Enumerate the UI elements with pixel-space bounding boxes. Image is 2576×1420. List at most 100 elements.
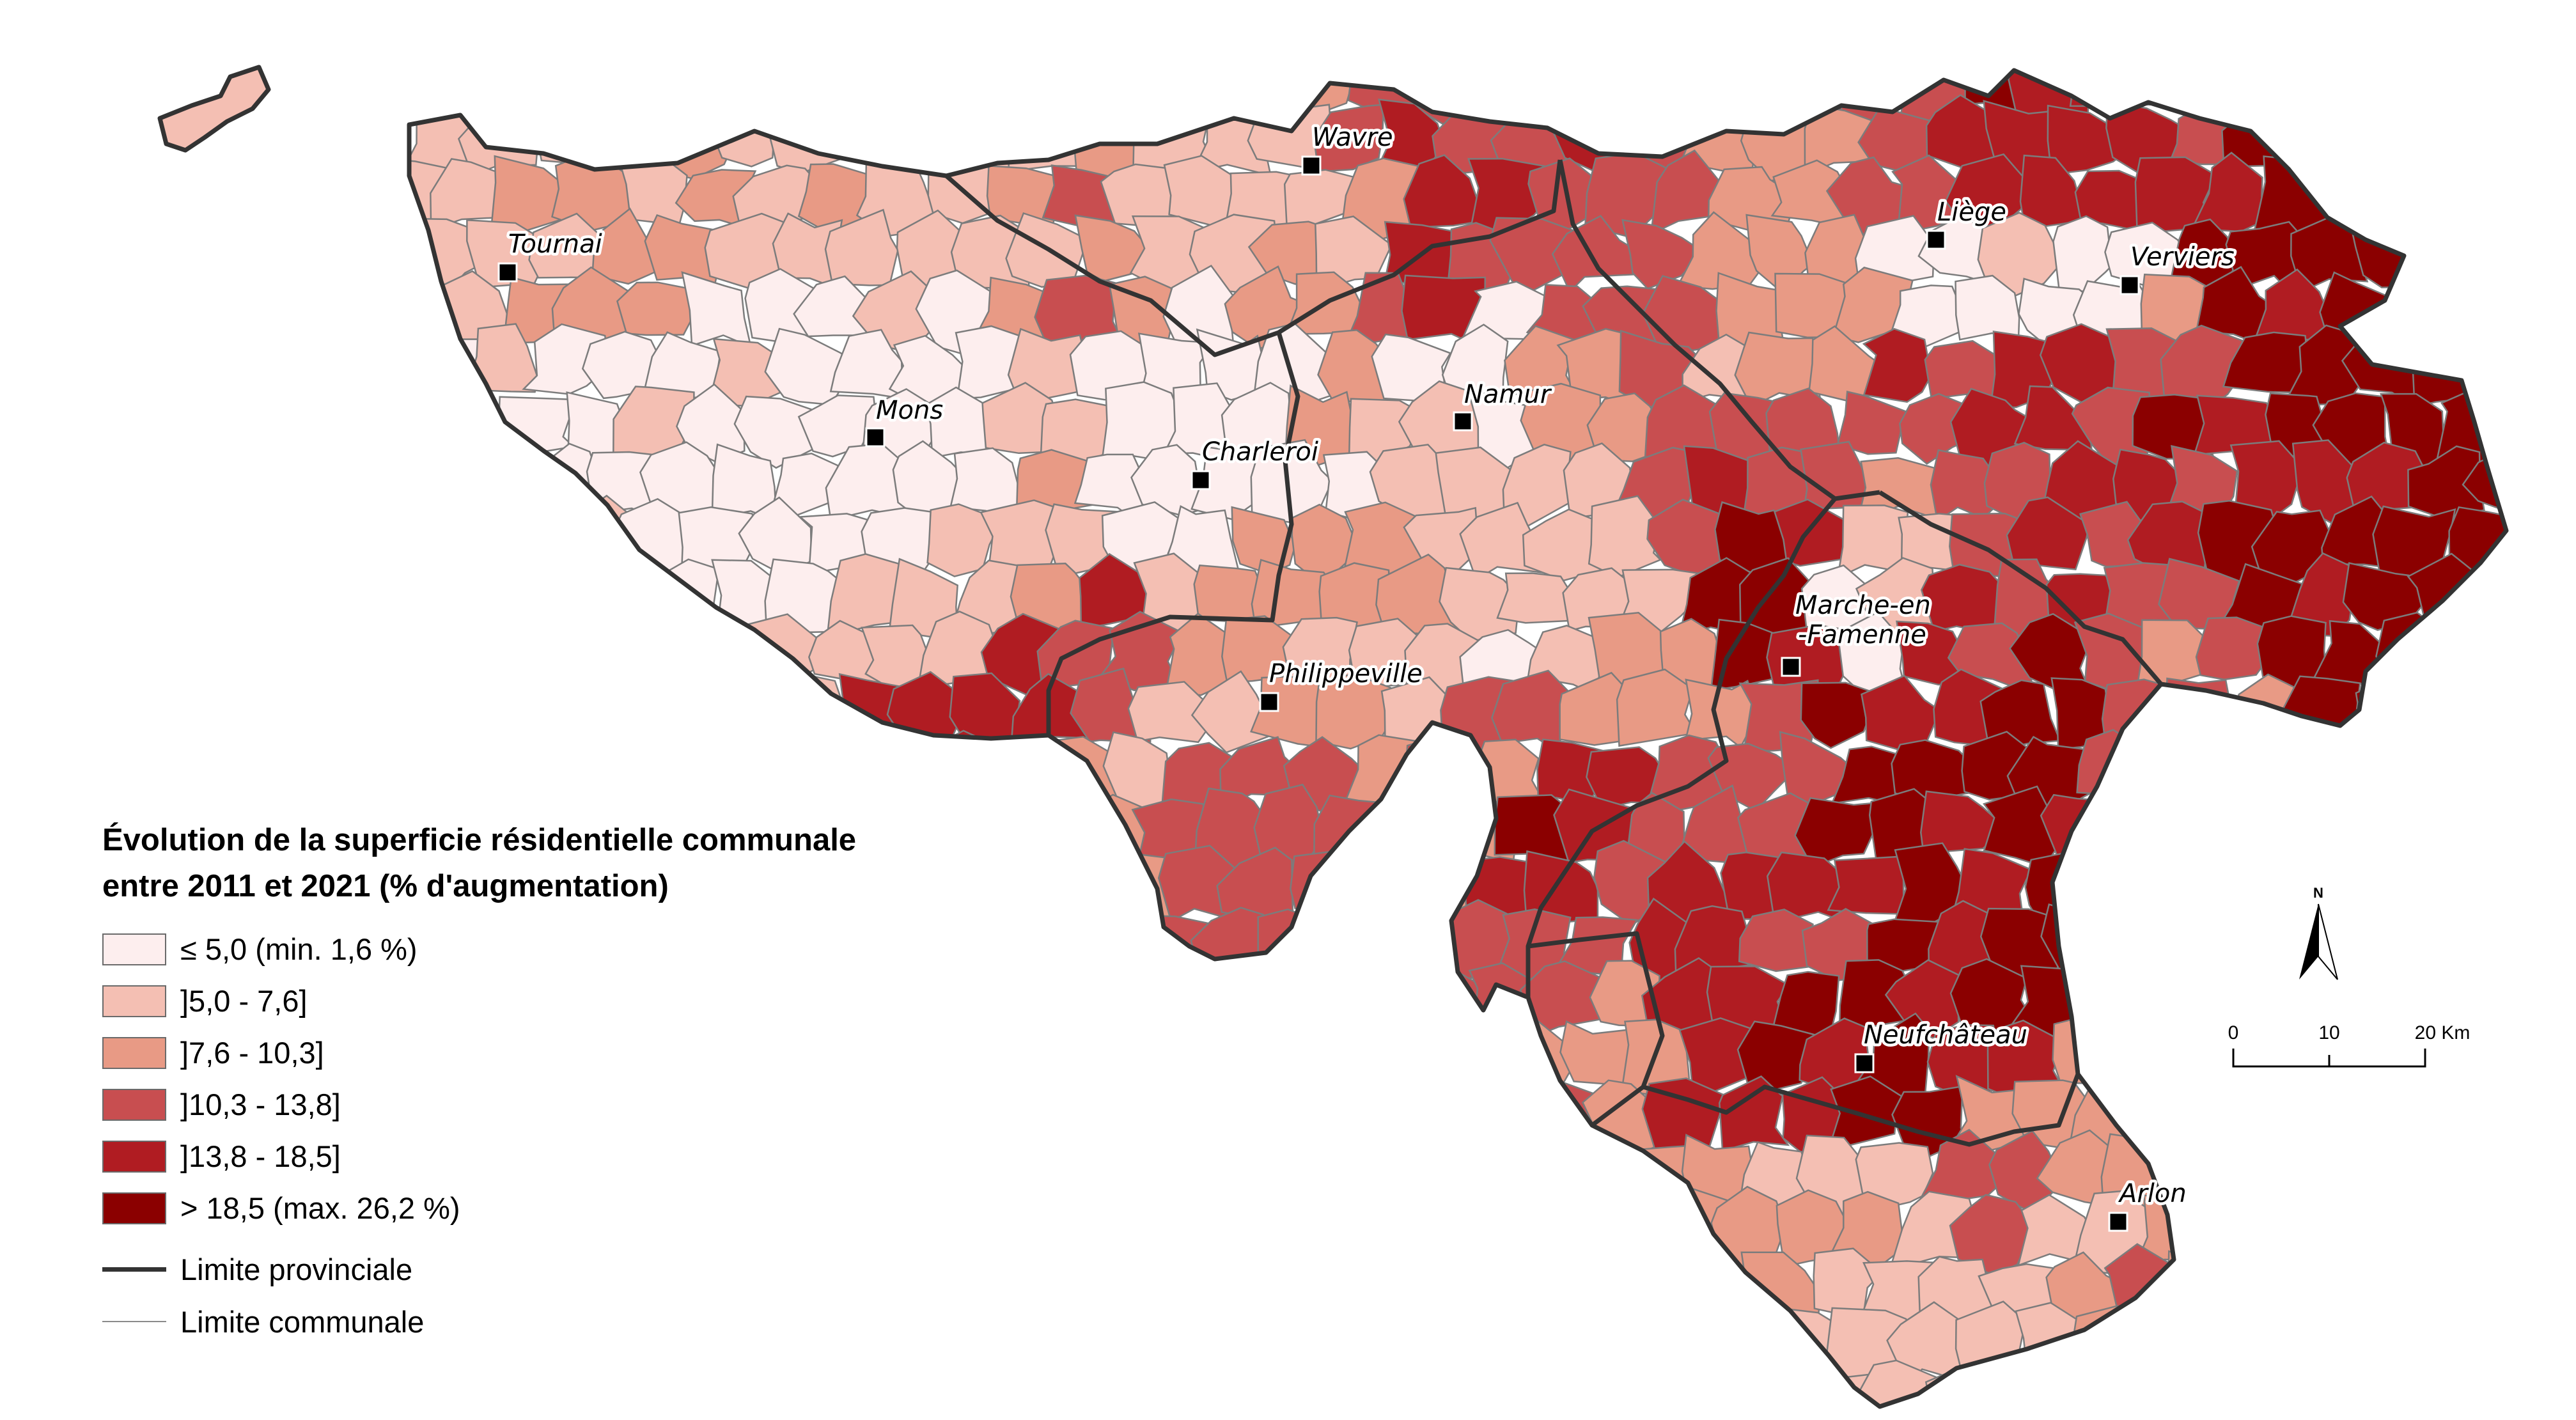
commune-polygon — [2069, 70, 2153, 107]
city-charleroi-marker — [1190, 470, 1211, 490]
commune-polygon — [1434, 1261, 1515, 1332]
commune-polygon — [2497, 1070, 2506, 1152]
commune-polygon — [891, 1015, 970, 1093]
commune-polygon — [1045, 962, 1123, 1036]
commune-polygon — [950, 1026, 1026, 1095]
commune-polygon — [2252, 955, 2329, 1038]
commune-polygon — [2507, 625, 2573, 692]
commune-polygon — [1978, 1363, 2065, 1407]
city-arlon-marker — [2108, 1212, 2128, 1232]
commune-polygon — [2469, 562, 2506, 633]
commune-polygon — [613, 70, 691, 120]
commune-polygon — [2312, 1073, 2397, 1150]
commune-polygon — [1042, 852, 1118, 924]
commune-polygon — [1173, 1073, 1251, 1155]
legend-label: ]10,3 - 13,8] — [180, 1088, 341, 1121]
commune-polygon — [641, 668, 728, 752]
commune-polygon — [2320, 845, 2390, 926]
commune-polygon — [1439, 566, 1520, 643]
commune-polygon — [2378, 70, 2458, 120]
commune-polygon — [2132, 70, 2201, 107]
province-boundaries — [944, 159, 2163, 1147]
legend-swatch — [102, 1036, 166, 1069]
commune-polygon — [1311, 1137, 1394, 1216]
commune-polygon — [2507, 391, 2576, 449]
city-tournai-marker — [497, 262, 518, 283]
commune-polygon — [1384, 903, 1458, 981]
commune-polygon — [1285, 1078, 1357, 1156]
commune-polygon — [2229, 440, 2304, 522]
commune-polygon — [896, 98, 976, 175]
commune-polygon — [1323, 1024, 1394, 1099]
legend-line-sample — [102, 1321, 166, 1322]
commune-polygon — [1128, 1137, 1202, 1217]
commune-polygon — [1949, 1194, 2035, 1276]
legend-item: ≤ 5,0 (min. 1,6 %) — [102, 923, 856, 975]
commune-polygon — [2105, 1373, 2190, 1407]
commune-polygon — [2227, 791, 2306, 870]
commune-polygon — [2498, 1306, 2506, 1385]
commune-polygon — [2405, 213, 2485, 299]
commune-polygon — [2377, 285, 2456, 355]
commune-polygon — [2222, 1368, 2307, 1407]
commune-polygon — [517, 563, 600, 633]
commune-polygon — [985, 738, 1060, 810]
province-boundary-namur-liege — [1557, 159, 1880, 501]
commune-polygon — [1641, 1308, 1728, 1383]
north-letter: N — [2313, 885, 2323, 901]
commune-polygon — [1345, 1070, 1432, 1153]
commune-polygon — [1249, 1139, 1334, 1210]
commune-polygon — [919, 70, 995, 121]
commune-polygon — [553, 613, 637, 689]
commune-polygon — [524, 1366, 607, 1407]
commune-polygon — [1371, 1016, 1451, 1098]
commune-polygon — [2352, 1364, 2428, 1407]
commune-polygon — [685, 732, 756, 809]
commune-polygon — [1071, 1372, 1150, 1407]
city-namur-marker — [1453, 411, 1473, 432]
commune-polygon — [1072, 1018, 1159, 1100]
commune-polygon — [1405, 1192, 1480, 1272]
commune-polygon — [927, 1083, 1004, 1153]
commune-polygon — [1479, 70, 1552, 125]
commune-polygon — [892, 797, 972, 862]
legend-item: > 18,5 (max. 26,2 %) — [102, 1182, 856, 1234]
province-boundary-luxembourg-south — [1643, 1073, 2080, 1147]
commune-polygon — [2253, 1076, 2333, 1155]
commune-polygon — [409, 1365, 485, 1407]
commune-polygon — [2465, 1139, 2506, 1208]
commune-polygon — [1977, 212, 2064, 298]
commune-polygon — [1165, 1316, 1237, 1385]
commune-polygon — [800, 738, 873, 809]
commune-polygon — [2475, 1367, 2506, 1407]
commune-polygon — [1313, 104, 1385, 173]
commune-polygon — [858, 839, 942, 923]
commune-polygon — [2343, 1026, 2426, 1101]
commune-polygon — [2284, 552, 2354, 637]
commune-polygon — [2417, 95, 2485, 173]
commune-polygon — [2462, 674, 2506, 751]
commune-polygon — [1314, 1243, 1394, 1330]
commune-polygon — [409, 623, 447, 693]
commune-polygon — [2444, 270, 2506, 349]
comines-exclave — [157, 65, 271, 153]
commune-polygon — [1313, 1358, 1397, 1407]
commune-polygon — [1157, 70, 1246, 117]
commune-polygon — [1231, 506, 1297, 575]
commune-polygon — [1009, 1373, 1082, 1407]
commune-polygon — [2313, 70, 2398, 126]
commune-polygon — [2100, 1024, 2179, 1094]
commune-polygon — [2462, 1024, 2506, 1098]
commune-polygon — [947, 1360, 1032, 1407]
commune-polygon — [2190, 1306, 2263, 1378]
commune-polygon — [1164, 1192, 1245, 1270]
commune-polygon — [1223, 969, 1293, 1040]
commune-polygon — [2501, 726, 2506, 806]
commune-polygon — [409, 394, 453, 455]
commune-polygon — [2412, 680, 2488, 756]
commune-polygon — [1134, 1017, 1212, 1102]
commune-polygon — [2354, 1135, 2424, 1210]
commune-polygon — [2287, 784, 2368, 866]
commune-polygon — [979, 70, 1055, 120]
commune-polygon — [2346, 787, 2427, 852]
